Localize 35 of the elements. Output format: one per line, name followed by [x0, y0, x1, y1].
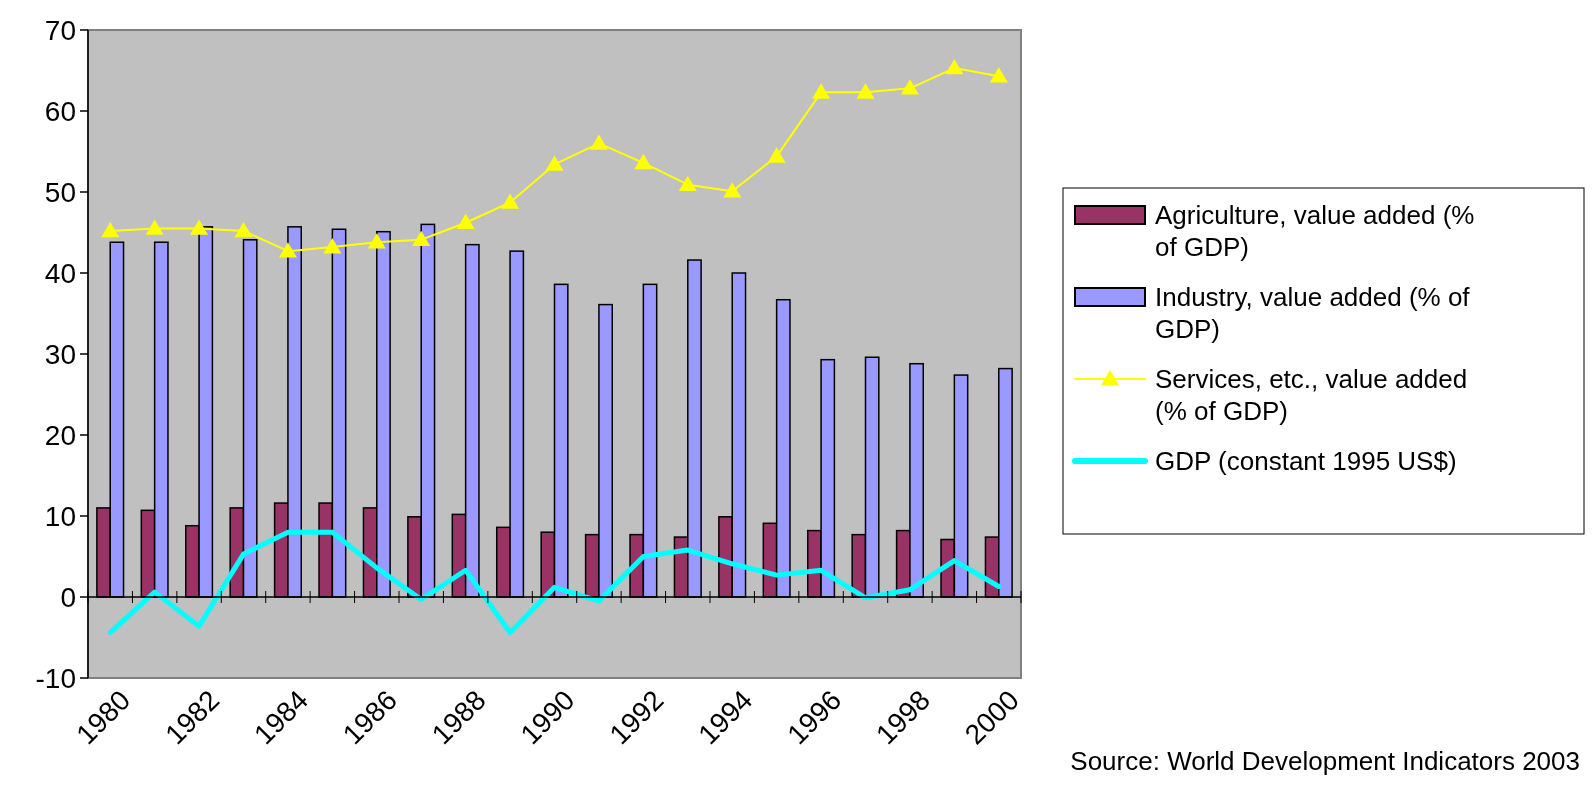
- point: [812, 83, 831, 99]
- y-tick-label: 60: [44, 95, 76, 127]
- y-tick-label: 20: [44, 419, 76, 451]
- point: [367, 233, 386, 249]
- y-tick-label: 40: [44, 257, 76, 289]
- point: [101, 221, 120, 238]
- point: [634, 153, 653, 170]
- point: [456, 213, 475, 230]
- legend-label: Agriculture, value added (% of GDP): [1155, 200, 1475, 262]
- legend-label: GDP (constant 1995 US$): [1155, 446, 1457, 476]
- point: [989, 67, 1008, 83]
- legend-label: Industry, value added (% of GDP): [1155, 282, 1471, 344]
- point: [678, 175, 697, 192]
- point: [278, 242, 297, 258]
- point: [234, 221, 253, 238]
- point: [723, 182, 742, 198]
- point: [190, 219, 209, 235]
- y-tick-label: 0: [60, 581, 76, 613]
- point: [323, 238, 342, 254]
- y-tick-label: 50: [44, 176, 76, 208]
- y-tick-label: -10: [35, 662, 76, 694]
- point: [501, 193, 520, 209]
- y-tick-label: 30: [44, 338, 76, 370]
- point: [145, 219, 164, 235]
- source-note: Source: World Development Indicators 2003: [1070, 746, 1580, 776]
- y-tick-label: 70: [44, 14, 76, 46]
- point: [767, 147, 786, 163]
- point: [856, 83, 875, 99]
- point: [589, 134, 608, 150]
- legend-label: Services, etc., value added (% of GDP): [1155, 364, 1468, 426]
- point: [945, 59, 964, 75]
- point: [412, 230, 431, 247]
- point: [900, 79, 919, 95]
- y-tick-label: 10: [44, 500, 76, 532]
- point: [545, 155, 564, 171]
